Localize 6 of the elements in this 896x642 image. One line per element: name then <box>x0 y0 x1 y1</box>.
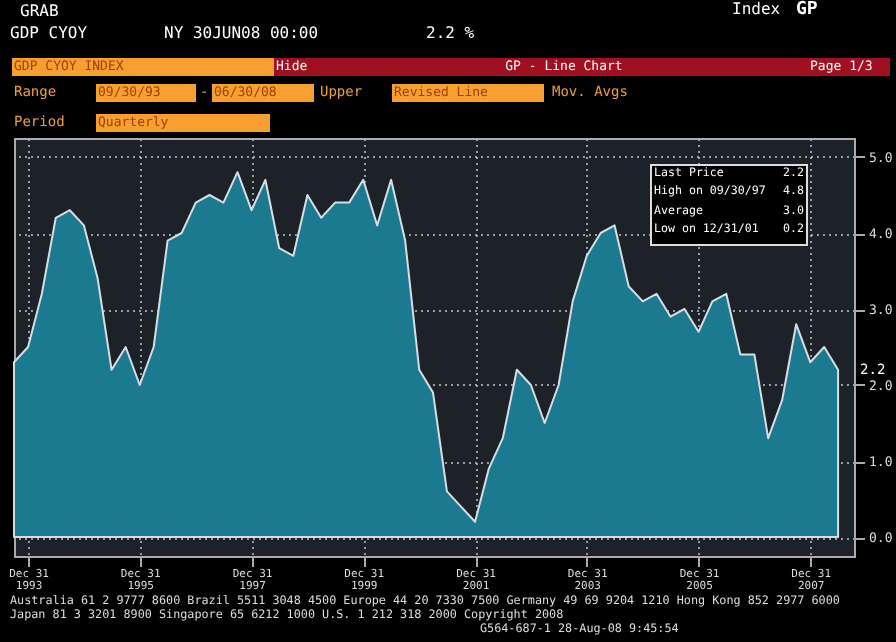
text: Index <box>732 0 781 18</box>
text: NY 30JUN08 00:00 <box>164 24 319 42</box>
text: GDP CYOY <box>10 24 88 42</box>
text: GP <box>796 0 818 20</box>
text: GRAB <box>20 2 59 20</box>
text: 2.2 % <box>426 24 475 42</box>
